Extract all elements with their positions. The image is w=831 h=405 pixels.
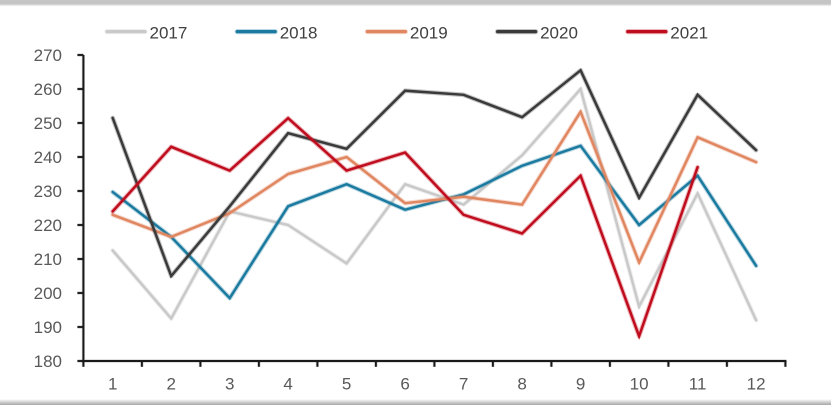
- svg-text:2: 2: [166, 375, 175, 394]
- svg-text:1: 1: [108, 375, 117, 394]
- svg-text:12: 12: [747, 375, 766, 394]
- svg-text:190: 190: [34, 318, 62, 337]
- svg-text:5: 5: [342, 375, 351, 394]
- svg-text:4: 4: [283, 375, 292, 394]
- svg-text:2019: 2019: [410, 24, 448, 43]
- svg-text:6: 6: [400, 375, 409, 394]
- svg-text:10: 10: [630, 375, 649, 394]
- svg-text:2021: 2021: [670, 24, 708, 43]
- svg-text:270: 270: [34, 46, 62, 65]
- svg-text:9: 9: [576, 375, 585, 394]
- svg-text:250: 250: [34, 114, 62, 133]
- svg-text:240: 240: [34, 148, 62, 167]
- svg-text:2017: 2017: [150, 24, 188, 43]
- svg-text:180: 180: [34, 352, 62, 371]
- svg-text:7: 7: [459, 375, 468, 394]
- svg-text:2020: 2020: [540, 24, 578, 43]
- svg-text:210: 210: [34, 250, 62, 269]
- svg-text:260: 260: [34, 80, 62, 99]
- svg-text:11: 11: [689, 375, 707, 394]
- svg-text:2018: 2018: [280, 24, 318, 43]
- svg-text:3: 3: [225, 375, 234, 394]
- svg-text:230: 230: [34, 182, 62, 201]
- svg-text:200: 200: [34, 284, 62, 303]
- svg-text:8: 8: [517, 375, 526, 394]
- svg-text:220: 220: [34, 216, 62, 235]
